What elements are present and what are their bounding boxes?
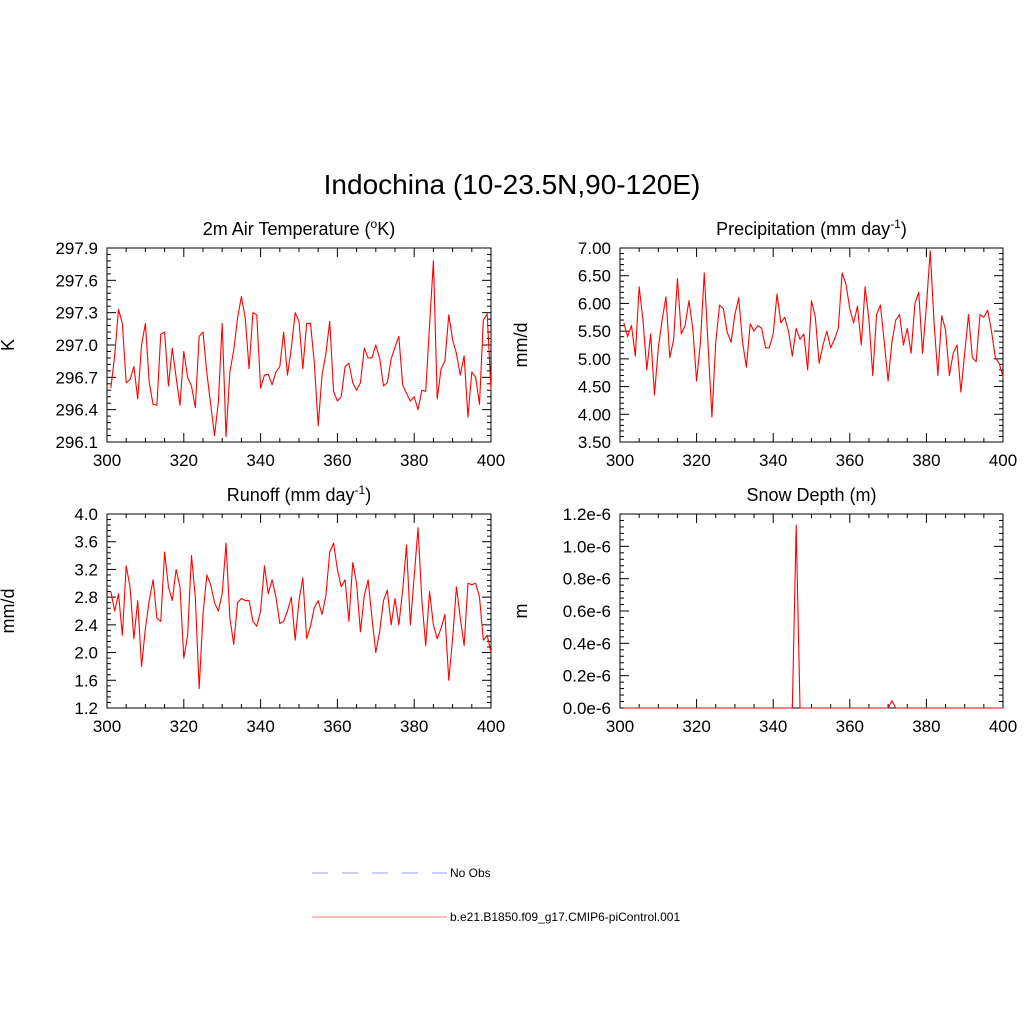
panel-title: Precipitation (mm day-1) bbox=[716, 217, 907, 239]
y-tick-label: 0.8e-6 bbox=[563, 570, 611, 589]
plot-frame bbox=[106, 513, 492, 709]
x-tick-label: 320 bbox=[682, 451, 710, 470]
panel-title: Runoff (mm day-1) bbox=[227, 483, 371, 505]
panel-title-superscript: -1 bbox=[890, 217, 901, 231]
panel-title-tail: K) bbox=[377, 219, 395, 239]
y-tick-label: 1.6 bbox=[74, 671, 98, 690]
x-tick-label: 360 bbox=[323, 717, 351, 736]
x-tick-label: 360 bbox=[323, 451, 351, 470]
y-tick-label: 297.0 bbox=[55, 336, 98, 355]
y-tick-label: 0.6e-6 bbox=[563, 602, 611, 621]
x-tick-label: 340 bbox=[246, 451, 274, 470]
x-tick-label: 400 bbox=[477, 451, 505, 470]
panels: 2m Air Temperature (oK) K 300 320 340 360 380 4… bbox=[0, 217, 1017, 736]
y-tick-label: 297.3 bbox=[55, 304, 98, 323]
y-tick-label: 296.4 bbox=[55, 401, 98, 420]
series-line bbox=[110, 527, 492, 690]
y-tick-label: 2.8 bbox=[74, 588, 98, 607]
legend-label-1: No Obs bbox=[450, 866, 491, 880]
x-tick-label: 300 bbox=[93, 717, 121, 736]
panel-title-superscript: o bbox=[371, 217, 378, 231]
y-tick-label: 3.2 bbox=[74, 560, 98, 579]
x-tick-label: 320 bbox=[170, 717, 198, 736]
panel-title-main: Runoff (mm day bbox=[227, 485, 355, 505]
y-axis-label: mm/d bbox=[0, 589, 18, 634]
x-tick-label: 300 bbox=[606, 717, 634, 736]
y-axis-label: mm/d bbox=[511, 323, 531, 368]
x-tick-label: 360 bbox=[836, 451, 864, 470]
x-tick-label: 360 bbox=[836, 717, 864, 736]
x-tick-label: 380 bbox=[400, 717, 428, 736]
chart-panel-1: 2m Air Temperature (oK) K 300 320 340 360 380 4… bbox=[0, 217, 505, 470]
x-tick-label: 400 bbox=[477, 717, 505, 736]
chart-panel-2: Precipitation (mm day-1) mm/d 300 320 340 360… bbox=[511, 217, 1017, 470]
x-tick-label: 380 bbox=[912, 451, 940, 470]
y-tick-label: 0.0e-6 bbox=[563, 699, 611, 718]
x-tick-label: 300 bbox=[606, 451, 634, 470]
y-tick-label: 2.0 bbox=[74, 644, 98, 663]
y-tick-label: 4.50 bbox=[578, 378, 611, 397]
y-axis-label: m bbox=[511, 604, 531, 619]
x-tick-label: 320 bbox=[170, 451, 198, 470]
panel-title-superscript: -1 bbox=[355, 483, 366, 497]
y-tick-label: 1.2 bbox=[74, 699, 98, 718]
y-tick-label: 6.00 bbox=[578, 294, 611, 313]
series-line bbox=[623, 250, 1004, 418]
panel-title-main: Snow Depth (m) bbox=[746, 485, 876, 505]
y-tick-label: 3.6 bbox=[74, 533, 98, 552]
y-tick-label: 0.2e-6 bbox=[563, 667, 611, 686]
y-tick-label: 296.7 bbox=[55, 368, 98, 387]
x-tick-label: 300 bbox=[93, 451, 121, 470]
x-tick-label: 380 bbox=[400, 451, 428, 470]
y-tick-label: 3.50 bbox=[578, 433, 611, 452]
legend-label-2: b.e21.B1850.f09_g17.CMIP6-piControl.001 bbox=[450, 910, 680, 924]
y-tick-label: 296.1 bbox=[55, 433, 98, 452]
x-tick-label: 400 bbox=[989, 451, 1017, 470]
legend: No Obs b.e21.B1850.f09_g17.CMIP6-piContro… bbox=[312, 866, 680, 924]
y-tick-label: 4.00 bbox=[578, 405, 611, 424]
y-axis-label: K bbox=[0, 339, 18, 351]
panel-title-tail: ) bbox=[365, 485, 371, 505]
y-tick-label: 297.6 bbox=[55, 271, 98, 290]
chart-panel-3: Runoff (mm day-1) mm/d 300 320 340 360 380 400 1… bbox=[0, 483, 505, 736]
chart-panel-4: Snow Depth (m) m 300 320 340 360 380 400 0.0e-6 0… bbox=[511, 485, 1017, 736]
y-tick-label: 5.50 bbox=[578, 322, 611, 341]
panel-title: 2m Air Temperature (oK) bbox=[203, 217, 395, 239]
x-tick-label: 340 bbox=[759, 451, 787, 470]
y-tick-label: 2.4 bbox=[74, 616, 98, 635]
series-line bbox=[110, 260, 492, 438]
y-tick-label: 7.00 bbox=[578, 239, 611, 258]
x-tick-label: 400 bbox=[989, 717, 1017, 736]
x-tick-label: 320 bbox=[682, 717, 710, 736]
plot-frame bbox=[619, 247, 1004, 443]
x-tick-label: 340 bbox=[759, 717, 787, 736]
y-tick-label: 6.50 bbox=[578, 267, 611, 286]
panel-title-main: Precipitation (mm day bbox=[716, 219, 890, 239]
x-tick-label: 340 bbox=[246, 717, 274, 736]
y-tick-label: 4.0 bbox=[74, 505, 98, 524]
series-line bbox=[623, 524, 1003, 709]
panel-title: Snow Depth (m) bbox=[746, 485, 876, 505]
y-tick-label: 1.2e-6 bbox=[563, 505, 611, 524]
y-tick-label: 0.4e-6 bbox=[563, 634, 611, 653]
panel-title-main: 2m Air Temperature ( bbox=[203, 219, 371, 239]
y-tick-label: 297.9 bbox=[55, 239, 98, 258]
plot-frame bbox=[619, 513, 1004, 709]
figure-title: Indochina (10-23.5N,90-120E) bbox=[324, 169, 701, 200]
x-tick-label: 380 bbox=[912, 717, 940, 736]
panel-title-tail: ) bbox=[901, 219, 907, 239]
y-tick-label: 5.00 bbox=[578, 350, 611, 369]
y-tick-label: 1.0e-6 bbox=[563, 537, 611, 556]
